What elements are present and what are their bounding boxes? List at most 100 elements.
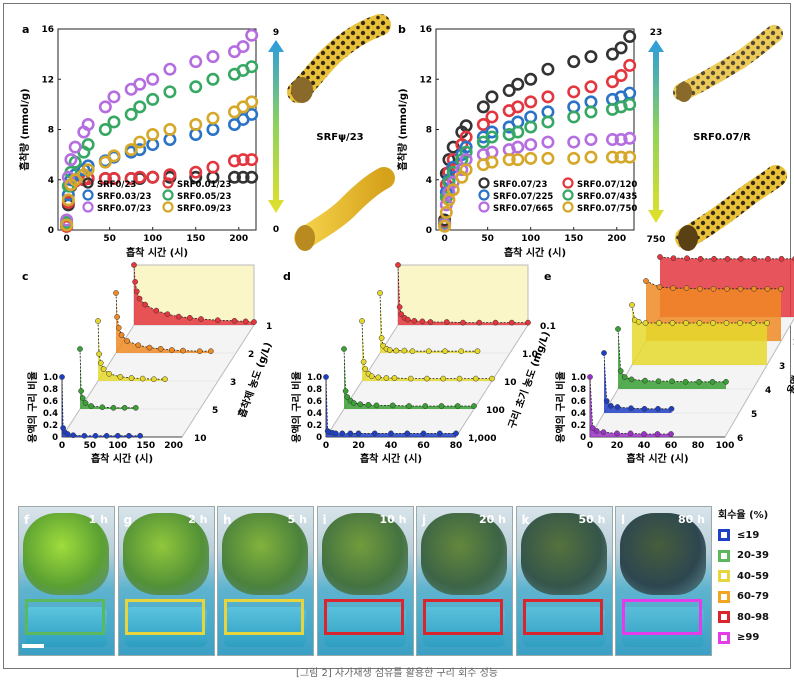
data-point [98,100,112,114]
data-point [79,395,86,402]
legend-marker [162,189,174,201]
data-point [245,170,259,184]
data-point [623,150,637,164]
photo-label: j [422,513,427,527]
data-point [511,125,525,139]
data-point [386,347,393,353]
data-point [163,85,177,99]
data-point [459,140,473,154]
data-point [360,358,367,365]
depth-tick-label: 3 [779,362,785,372]
data-point [124,107,138,121]
x-tick-label: 150 [564,234,583,244]
data-point [593,428,600,434]
data-point [696,320,703,326]
data-point [118,332,125,338]
data-point [251,319,257,325]
data-point [668,405,675,412]
data-point [77,346,83,352]
data-point [371,430,378,437]
legend-marker [82,201,94,213]
data-point [627,430,634,437]
photo-panel-j: j 20 h [416,506,513,656]
legend-marker [162,177,174,189]
data-point [133,170,147,184]
data-point [605,133,619,147]
data-point [427,319,434,325]
data-point [146,92,160,106]
data-point [168,347,175,353]
x-axis-label: 흡착 시간 (시) [91,452,153,465]
y-tick-label: 4 [426,176,432,186]
data-point [642,320,649,326]
data-point [724,255,731,262]
data-point [670,255,677,262]
data-point [189,170,203,184]
data-point [357,401,364,408]
y-tick-label: 0.4 [307,409,322,419]
data-point [146,128,160,142]
data-point [208,348,214,355]
recovery-box [323,599,404,635]
legend-marker [478,189,490,201]
y-tick-label: 0.8 [307,385,322,395]
data-point [765,255,771,262]
data-point [133,143,147,157]
data-point [541,90,555,104]
data-point [186,314,193,321]
recovery-legend-item: 80-98 [718,607,790,628]
depth-tick-label: 1.0 [522,350,538,360]
data-point [95,318,101,324]
photo-time: 50 h [578,513,606,526]
arrow-a-top: 9 [273,28,279,38]
data-point [60,218,74,232]
depth-tick-label: 10 [504,378,517,388]
data-point [614,430,620,437]
data-point [206,50,220,64]
data-point [347,430,354,437]
data-point [476,100,490,114]
recovery-label: 80-98 [737,611,769,623]
x-tick-label: 150 [136,441,155,451]
data-point [411,317,418,324]
data-point [711,255,717,262]
data-point [614,133,628,147]
data-point [492,319,499,326]
legend: SRF0/23 SRF0.01/23 SRF0.03/23 SRF0.05/23 SRF… [82,177,231,214]
data-point [407,375,414,382]
depth-axis-label: 용액 pH [785,356,794,395]
data-point [524,120,538,134]
x-tick-label: 0 [59,441,65,451]
data-point [198,316,204,322]
data-point [117,373,124,380]
data-point [396,304,403,310]
data-point [100,366,107,372]
data-point [511,140,525,154]
depth-tick-label: 100 [486,406,505,416]
data-point [146,344,153,351]
data-point [157,345,164,352]
data-point [541,62,555,76]
data-point [245,153,259,167]
photo-panel-h: h 5 h [217,506,314,656]
data-point [365,401,372,408]
photo-label: f [24,513,30,527]
legend-marker [82,189,94,201]
y-tick-label: 0.8 [571,385,586,395]
data-point [133,100,147,114]
data-point [106,370,113,377]
data-point [567,135,581,149]
data-point [567,85,581,99]
data-point [440,375,447,382]
legend: SRF0.07/23 SRF0.07/120 SRF0.07/225 SRF0.07/… [478,177,637,214]
side-label-a: SRFψ/23 [316,132,363,143]
data-point [614,68,628,82]
data-point [683,320,689,326]
panel-label-d: d [283,270,291,283]
y-tick-label: 1.0 [571,373,586,383]
data-point [236,153,250,167]
data-point [737,320,743,326]
x-tick-label: 200 [607,234,626,244]
